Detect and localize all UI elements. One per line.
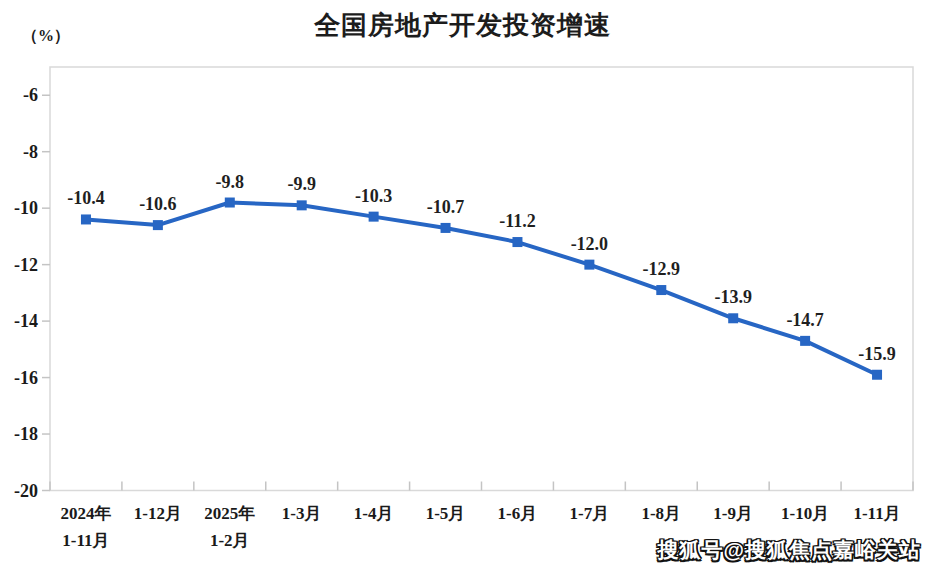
x-tick-label: 1-3月 bbox=[282, 504, 322, 523]
y-axis: -6 -8 -10 -12 -14 -16 -18 -20 bbox=[14, 85, 50, 500]
x-tick-label: 1-12月 bbox=[134, 504, 182, 523]
y-tick-label: -8 bbox=[23, 142, 38, 162]
x-tick-label: 1-10月 bbox=[781, 504, 829, 523]
y-tick-label: -20 bbox=[14, 481, 38, 501]
data-point-label: -10.6 bbox=[139, 194, 177, 214]
data-point-label: -9.9 bbox=[287, 174, 316, 194]
x-tick-label: 1-4月 bbox=[354, 504, 394, 523]
y-tick-label: -10 bbox=[14, 198, 38, 218]
x-tick-label: 1-9月 bbox=[713, 504, 753, 523]
data-point-label: -10.3 bbox=[355, 186, 393, 206]
data-point-marker bbox=[512, 237, 522, 247]
data-point-label: -10.4 bbox=[67, 188, 105, 208]
data-point-label: -9.8 bbox=[216, 172, 245, 192]
data-line bbox=[86, 203, 877, 375]
x-tick-label: 1-5月 bbox=[426, 504, 466, 523]
y-tick-label: -18 bbox=[14, 424, 38, 444]
data-point-marker bbox=[81, 214, 91, 224]
data-point-marker bbox=[656, 285, 666, 295]
data-series: -10.4 -10.6 -9.8 -9.9 -10.3 -10.7 -11.2 -12.0 -1… bbox=[67, 172, 896, 380]
data-point-marker bbox=[297, 200, 307, 210]
x-tick-label: 2025年1-2月 bbox=[204, 504, 255, 550]
data-point-label: -12.9 bbox=[643, 259, 681, 279]
chart-canvas: 全国房地产开发投资增速 （%） -6-8-10-12-14-16-18-2020… bbox=[0, 0, 925, 565]
data-point-label: -11.2 bbox=[499, 211, 536, 231]
watermark-text: 搜狐号@搜狐焦点嘉峪关站 bbox=[658, 536, 921, 564]
data-point-marker bbox=[728, 313, 738, 323]
y-tick-label: -14 bbox=[14, 311, 38, 331]
x-tick-label: 2024年1-11月 bbox=[60, 504, 111, 550]
y-tick-label: -16 bbox=[14, 368, 38, 388]
data-point-label: -13.9 bbox=[714, 287, 752, 307]
data-point-label: -15.9 bbox=[858, 344, 896, 364]
x-tick-label: 1-7月 bbox=[570, 504, 610, 523]
data-point-marker bbox=[584, 260, 594, 270]
data-point-label: -10.7 bbox=[427, 197, 465, 217]
y-tick-label: -6 bbox=[23, 85, 38, 105]
data-point-label: -12.0 bbox=[571, 234, 609, 254]
data-point-marker bbox=[441, 223, 451, 233]
data-point-marker bbox=[800, 336, 810, 346]
data-point-marker bbox=[153, 220, 163, 230]
x-tick-label: 1-8月 bbox=[641, 504, 681, 523]
data-point-marker bbox=[369, 212, 379, 222]
plot-frame bbox=[50, 67, 913, 491]
data-point-marker bbox=[225, 198, 235, 208]
data-point-marker bbox=[872, 370, 882, 380]
y-tick-label: -12 bbox=[14, 255, 38, 275]
x-tick-label: 1-11月 bbox=[853, 504, 900, 523]
line-chart-plot: -6 -8 -10 -12 -14 -16 -18 -20 2024年1-11月 1-12月 202… bbox=[0, 0, 925, 565]
x-tick-label: 1-6月 bbox=[498, 504, 538, 523]
data-point-label: -14.7 bbox=[786, 310, 824, 330]
